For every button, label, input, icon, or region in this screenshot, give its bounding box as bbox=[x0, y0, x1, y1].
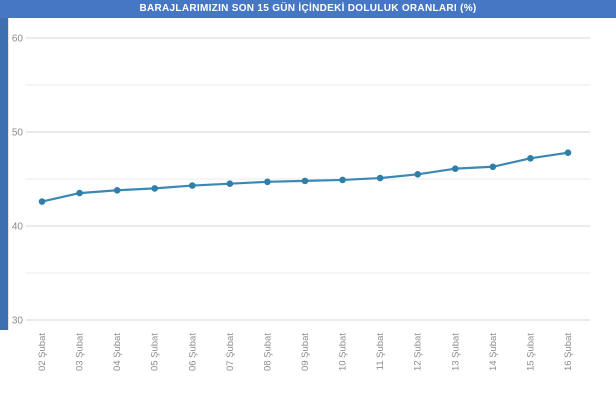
x-axis-tick-label: 12 Şubat bbox=[413, 333, 424, 371]
data-point-marker bbox=[76, 189, 83, 197]
data-point-marker bbox=[451, 165, 459, 172]
x-axis-tick-label: 07 Şubat bbox=[225, 333, 236, 371]
x-axis-tick-label: 05 Şubat bbox=[150, 333, 161, 371]
x-axis-tick-label: 09 Şubat bbox=[300, 333, 311, 371]
x-axis-tick-label: 16 Şubat bbox=[563, 333, 574, 371]
y-axis-tick-label: 50 bbox=[12, 128, 24, 139]
x-axis-tick-label: 10 Şubat bbox=[338, 333, 349, 371]
data-point-marker bbox=[38, 198, 46, 205]
x-axis-tick-label: 13 Şubat bbox=[450, 333, 461, 371]
data-point-marker bbox=[188, 182, 196, 189]
data-point-marker bbox=[113, 186, 121, 194]
x-axis-tick-label: 11 Şubat bbox=[375, 333, 386, 371]
data-point-marker bbox=[527, 155, 534, 162]
data-point-marker bbox=[489, 163, 497, 171]
x-axis-tick-label: 14 Şubat bbox=[488, 333, 499, 371]
x-axis-tick-label: 02 Şubat bbox=[37, 333, 48, 371]
data-point-marker bbox=[264, 178, 271, 186]
data-point-marker bbox=[301, 177, 309, 185]
series-line bbox=[40, 151, 570, 203]
chart-title: BARAJLARIMIZIN SON 15 GÜN İÇİNDEKİ DOLUL… bbox=[0, 0, 616, 18]
y-axis-tick-label: 40 bbox=[12, 222, 24, 233]
x-axis-tick-label: 15 Şubat bbox=[525, 333, 536, 371]
data-point-marker bbox=[226, 180, 234, 187]
data-point-marker bbox=[564, 149, 572, 156]
x-axis-tick-label: 03 Şubat bbox=[75, 333, 86, 371]
data-point-marker bbox=[376, 174, 384, 182]
y-axis-tick-label: 30 bbox=[12, 316, 24, 327]
data-point-marker bbox=[339, 176, 346, 184]
data-point-marker bbox=[414, 171, 422, 178]
data-point-marker bbox=[151, 185, 159, 192]
x-axis-tick-label: 06 Şubat bbox=[187, 333, 198, 371]
y-axis-accent-bar bbox=[0, 18, 8, 330]
y-axis-tick-label: 60 bbox=[12, 34, 24, 45]
x-axis-tick-label: 08 Şubat bbox=[262, 333, 273, 371]
x-axis-tick-label: 04 Şubat bbox=[112, 333, 123, 371]
